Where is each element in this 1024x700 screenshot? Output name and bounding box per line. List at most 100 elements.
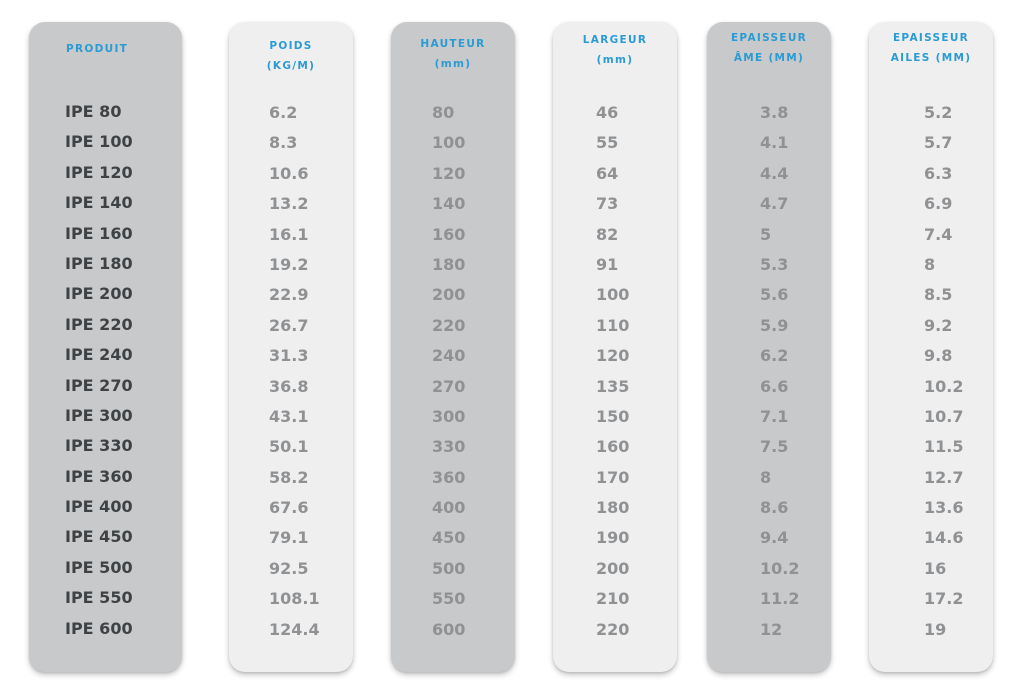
table-cell-hauteur: 600	[432, 619, 466, 639]
column-epaisseur-ame: EPAISSEUR ÂME (MM) 3.8 4.1 4.4 4.7 5 5.3 5.6 5.…	[707, 22, 831, 672]
table-cell-poids: 92.5	[269, 558, 309, 578]
table-cell-produit: IPE 550	[65, 588, 133, 608]
values-produit: IPE 80 IPE 100 IPE 120 IPE 140 IPE 160 IPE 18…	[29, 97, 182, 644]
table-cell-largeur: 200	[596, 558, 630, 578]
table-cell-produit: IPE 140	[65, 193, 133, 213]
table-cell-largeur: 73	[596, 194, 619, 214]
table-cell-epaisseur_ame: 3.8	[760, 103, 789, 122]
table-cell-produit: IPE 220	[65, 314, 133, 334]
table-cell-produit: IPE 180	[65, 253, 133, 273]
table-cell-epaisseur_ame: 5	[760, 224, 772, 244]
header-largeur: LARGEUR (mm)	[553, 30, 677, 70]
table-cell-epaisseur_ailes: 7.4	[924, 224, 953, 244]
table-cell-epaisseur_ailes: 5.2	[924, 103, 953, 122]
header-poids-line-2: (KG/M)	[266, 60, 316, 72]
column-poids: POIDS (KG/M) 6.2 8.3 10.6 13.2 16.1 19.2 22.9 2…	[229, 22, 353, 672]
table-cell-poids: 36.8	[269, 376, 309, 396]
header-poids-line-1: POIDS	[269, 40, 313, 52]
table-cell-hauteur: 240	[432, 346, 466, 366]
table-cell-hauteur: 330	[432, 437, 466, 457]
table-cell-epaisseur_ailes: 5.7	[924, 133, 953, 153]
values-poids: 6.2 8.3 10.6 13.2 16.1 19.2 22.9 26.7 31.3 36.8 43…	[229, 98, 353, 645]
table-cell-hauteur: 400	[432, 498, 466, 518]
table-cell-epaisseur_ailes: 17.2	[924, 589, 964, 609]
table-cell-epaisseur_ame: 9.4	[760, 528, 789, 548]
table-cell-produit: IPE 80	[65, 102, 122, 121]
table-cell-epaisseur_ailes: 13.6	[924, 498, 964, 518]
header-produit-line-1: PRODUIT	[66, 43, 129, 55]
table-cell-largeur: 190	[596, 528, 630, 548]
table-cell-largeur: 135	[596, 376, 630, 396]
table-cell-produit: IPE 600	[65, 618, 133, 638]
table-cell-produit: IPE 160	[65, 223, 133, 243]
table-cell-largeur: 82	[596, 224, 619, 244]
header-epaisseur-ame-line-1: EPAISSEUR	[730, 32, 808, 44]
table-cell-poids: 67.6	[269, 498, 309, 518]
column-produit: PRODUIT IPE 80 IPE 100 IPE 120 IPE 140 IPE 1…	[29, 22, 182, 672]
table-cell-poids: 16.1	[269, 224, 309, 244]
table-cell-epaisseur_ame: 6.6	[760, 376, 789, 396]
table-cell-epaisseur_ailes: 6.3	[924, 163, 953, 183]
table-cell-hauteur: 500	[432, 558, 466, 578]
table-cell-hauteur: 160	[432, 224, 466, 244]
header-hauteur-line-1: HAUTEUR	[420, 38, 486, 50]
header-epaisseur-ailes: EPAISSEUR AILES (MM)	[869, 28, 993, 68]
table-cell-hauteur: 220	[432, 315, 466, 335]
table-cell-produit: IPE 400	[65, 497, 133, 517]
header-epaisseur-ame-line-2: ÂME (MM)	[733, 52, 805, 64]
table-cell-epaisseur_ailes: 10.2	[924, 376, 964, 396]
table-cell-produit: IPE 360	[65, 466, 133, 486]
table-cell-poids: 10.6	[269, 163, 309, 183]
header-produit: PRODUIT	[29, 39, 182, 59]
table-cell-epaisseur_ame: 7.1	[760, 406, 789, 426]
table-cell-hauteur: 120	[432, 163, 466, 183]
table-cell-hauteur: 360	[432, 467, 466, 487]
table-cell-poids: 108.1	[269, 589, 320, 609]
header-epaisseur-ailes-line-2: AILES (MM)	[890, 52, 972, 64]
table-cell-epaisseur_ailes: 14.6	[924, 528, 964, 548]
table-cell-largeur: 100	[596, 285, 630, 305]
table-cell-epaisseur_ailes: 16	[924, 558, 947, 578]
table-cell-produit: IPE 330	[65, 436, 133, 456]
table-cell-largeur: 110	[596, 315, 630, 335]
table-cell-epaisseur_ailes: 9.8	[924, 346, 953, 366]
table-cell-epaisseur_ame: 4.7	[760, 194, 789, 214]
table-cell-epaisseur_ailes: 6.9	[924, 194, 953, 214]
table-cell-poids: 79.1	[269, 528, 309, 548]
table-cell-poids: 22.9	[269, 285, 309, 305]
table-cell-produit: IPE 200	[65, 284, 133, 304]
table-cell-largeur: 170	[596, 467, 630, 487]
table-cell-poids: 8.3	[269, 133, 298, 153]
values-epaisseur-ame: 3.8 4.1 4.4 4.7 5 5.3 5.6 5.9 6.2 6.6 7.1 7.5 8 8.6 9.…	[707, 98, 831, 645]
values-largeur: 46 55 64 73 82 91 100 110 120 135 150 160 170 180 190 2…	[553, 98, 677, 645]
table-cell-hauteur: 550	[432, 589, 466, 609]
table-cell-epaisseur_ailes: 12.7	[924, 467, 964, 487]
table-cell-hauteur: 80	[432, 103, 455, 122]
table-cell-epaisseur_ame: 8	[760, 467, 772, 487]
table-cell-produit: IPE 270	[65, 375, 133, 395]
table-cell-hauteur: 300	[432, 406, 466, 426]
table-cell-hauteur: 450	[432, 528, 466, 548]
table-cell-epaisseur_ailes: 8	[924, 254, 936, 274]
table-cell-largeur: 160	[596, 437, 630, 457]
table-cell-largeur: 120	[596, 346, 630, 366]
column-largeur: LARGEUR (mm) 46 55 64 73 82 91 100 110 120 135 150…	[553, 22, 677, 672]
header-largeur-line-1: LARGEUR	[582, 34, 648, 46]
table-cell-hauteur: 100	[432, 133, 466, 153]
table-cell-epaisseur_ame: 12	[760, 619, 783, 639]
header-poids: POIDS (KG/M)	[229, 36, 353, 76]
table-cell-epaisseur_ailes: 9.2	[924, 315, 953, 335]
header-epaisseur-ame: EPAISSEUR ÂME (MM)	[707, 28, 831, 68]
table-cell-epaisseur_ame: 4.4	[760, 163, 789, 183]
table-cell-largeur: 64	[596, 163, 619, 183]
table-cell-epaisseur_ame: 8.6	[760, 498, 789, 518]
table-cell-produit: IPE 500	[65, 557, 133, 577]
column-epaisseur-ailes: EPAISSEUR AILES (MM) 5.2 5.7 6.3 6.9 7.4 8 8.5…	[869, 22, 993, 672]
table-cell-hauteur: 140	[432, 194, 466, 214]
table-cell-produit: IPE 240	[65, 345, 133, 365]
table-cell-produit: IPE 120	[65, 162, 133, 182]
table-cell-produit: IPE 450	[65, 527, 133, 547]
table-cell-largeur: 150	[596, 406, 630, 426]
table-cell-epaisseur_ame: 5.6	[760, 285, 789, 305]
table-cell-poids: 6.2	[269, 103, 298, 122]
